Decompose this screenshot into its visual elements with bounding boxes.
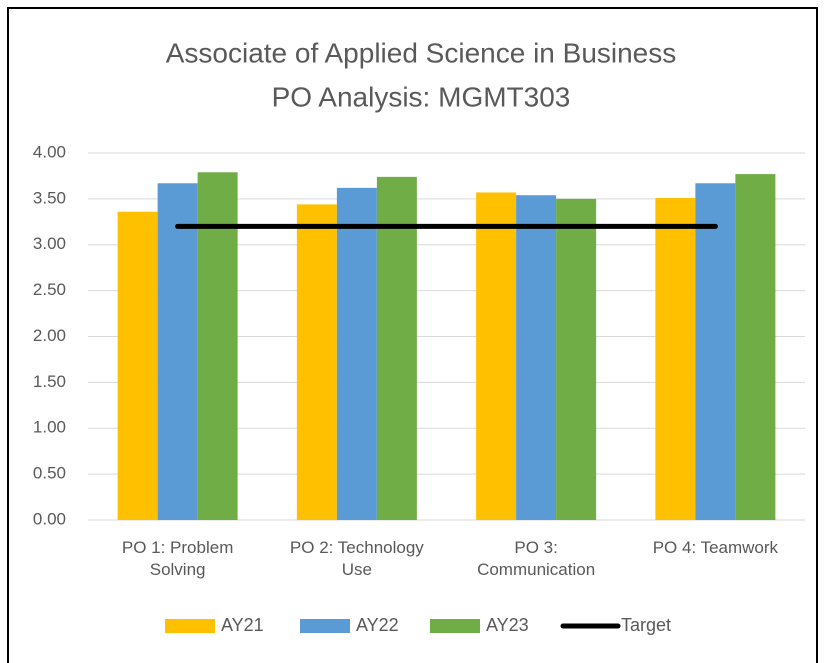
bar (516, 195, 557, 520)
bar (655, 197, 696, 520)
y-tick-label: 2.00 (33, 326, 66, 345)
bar (735, 174, 776, 521)
x-tick-label: PO 1: Problem Solving (121, 538, 234, 579)
x-tick-label: PO 3: Communication (477, 538, 596, 579)
bar (376, 176, 417, 521)
x-tick-label: PO 2: Technology Use (289, 538, 424, 579)
bar (476, 192, 517, 520)
bar (296, 204, 337, 520)
y-tick-label: 0.00 (33, 509, 66, 528)
chart-title: Associate of Applied Science in Business (166, 37, 677, 68)
legend-swatch (430, 619, 480, 633)
bar (157, 183, 198, 520)
legend-label: AY21 (221, 615, 264, 635)
y-tick-label: 1.00 (33, 418, 66, 437)
y-tick-label: 3.50 (33, 188, 66, 207)
y-tick-label: 4.00 (33, 142, 66, 161)
x-tick-label: PO 4: Teamwork (652, 538, 779, 557)
legend-label: AY22 (356, 615, 399, 635)
bar (336, 187, 377, 521)
y-tick-label: 1.50 (33, 372, 66, 391)
legend-label: Target (621, 615, 671, 635)
legend-swatch (300, 619, 350, 633)
bar (117, 211, 158, 520)
chart-title: PO Analysis: MGMT303 (272, 81, 571, 112)
bar (197, 172, 238, 520)
bar (695, 183, 736, 520)
bar (556, 198, 597, 520)
y-tick-label: 3.00 (33, 234, 66, 253)
legend-swatch (165, 619, 215, 633)
y-tick-label: 2.50 (33, 280, 66, 299)
legend-label: AY23 (486, 615, 529, 635)
y-tick-label: 0.50 (33, 464, 66, 483)
